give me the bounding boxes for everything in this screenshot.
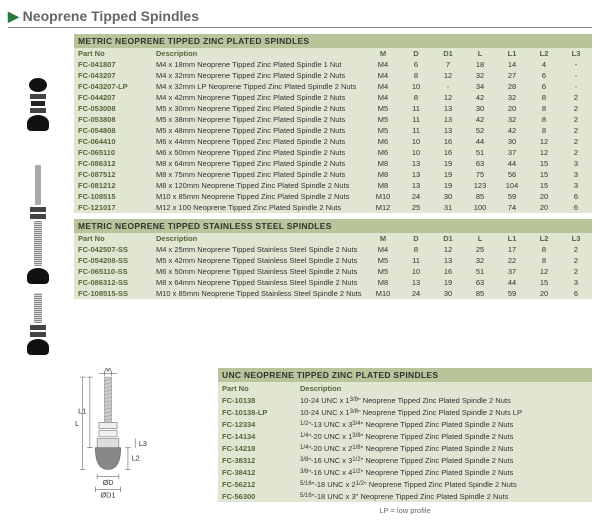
dimension-diagram: M L L1 L2 L3 ØD — [8, 368, 208, 515]
spindle-illus-2 — [8, 164, 68, 284]
table-row: FC-081212M8 x 120mm Neoprene Tipped Zinc… — [74, 180, 592, 191]
col-header: D — [400, 233, 432, 244]
section1-table: Part NoDescriptionMDD1LL1L2L3FC-041807M4… — [74, 48, 592, 213]
svg-text:L3: L3 — [139, 439, 147, 448]
col-header: Part No — [218, 382, 296, 394]
table-row: FC-142181/4"-20 UNC x 21/8" Neoprene Tip… — [218, 442, 592, 454]
col-header: L — [464, 48, 496, 59]
table-row: FC-384123/8"-16 UNC x 41/2" Neoprene Tip… — [218, 466, 592, 478]
svg-text:ØD1: ØD1 — [101, 491, 116, 500]
col-header: L2 — [528, 233, 560, 244]
col-header: Description — [152, 48, 366, 59]
col-header: L1 — [496, 48, 528, 59]
col-header: L3 — [560, 233, 592, 244]
table-row: FC-064410M6 x 44mm Neoprene Tipped Zinc … — [74, 136, 592, 147]
col-header: L — [464, 233, 496, 244]
col-header: D1 — [432, 233, 464, 244]
table-row: FC-044207M4 x 42mm Neoprene Tipped Zinc … — [74, 92, 592, 103]
col-header: L1 — [496, 233, 528, 244]
table-row: FC-042507-SSM4 x 25mm Neoprene Tipped St… — [74, 244, 592, 255]
table-row: FC-123341/2"-13 UNC x 33/4" Neoprene Tip… — [218, 418, 592, 430]
page-title: ▶ Neoprene Tipped Spindles — [8, 8, 592, 28]
unc-title: UNC NEOPRENE TIPPED ZINC PLATED SPINDLES — [218, 368, 592, 382]
col-header: M — [366, 233, 400, 244]
table-row: FC-1013810-24 UNC x 13/8" Neoprene Tippe… — [218, 394, 592, 406]
col-header: Description — [152, 233, 366, 244]
col-header: D1 — [432, 48, 464, 59]
table-row: FC-087512M8 x 75mm Neoprene Tipped Zinc … — [74, 169, 592, 180]
table-row: FC-053808M5 x 38mm Neoprene Tipped Zinc … — [74, 114, 592, 125]
svg-text:L: L — [75, 419, 79, 428]
col-header: L2 — [528, 48, 560, 59]
svg-text:L2: L2 — [132, 453, 140, 462]
table-row: FC-053008M5 x 30mm Neoprene Tipped Zinc … — [74, 103, 592, 114]
section2-table: Part NoDescriptionMDD1LL1L2L3FC-042507-S… — [74, 233, 592, 299]
table-row: FC-562125/16"-18 UNC x 21/2" Neoprene Ti… — [218, 478, 592, 490]
col-header: M — [366, 48, 400, 59]
col-header: D — [400, 48, 432, 59]
table-row: FC-563005/16"-18 UNC x 3" Neoprene Tippe… — [218, 490, 592, 502]
svg-text:M: M — [105, 368, 111, 374]
table-row: FC-054808M5 x 48mm Neoprene Tipped Zinc … — [74, 125, 592, 136]
section2-title: METRIC NEOPRENE TIPPED STAINLESS STEEL S… — [74, 219, 592, 233]
table-row: FC-086312-SSM8 x 64mm Neoprene Tipped St… — [74, 277, 592, 288]
col-header: L3 — [560, 48, 592, 59]
col-header: Part No — [74, 233, 152, 244]
table-row: FC-383123/8"-16 UNC x 31/2" Neoprene Tip… — [218, 454, 592, 466]
table-row: FC-043207-LPM4 x 32mm LP Neoprene Tipped… — [74, 81, 592, 92]
lp-note: LP = low profile — [218, 506, 592, 515]
spindle-illus-3 — [8, 284, 68, 364]
title-text: Neoprene Tipped Spindles — [23, 8, 199, 24]
product-illustrations — [8, 34, 68, 364]
table-row: FC-065110-SSM6 x 50mm Neoprene Tipped St… — [74, 266, 592, 277]
unc-table: Part NoDescriptionFC-1013810-24 UNC x 13… — [218, 382, 592, 502]
table-row: FC-054208-SSM5 x 42mm Neoprene Tipped St… — [74, 255, 592, 266]
table-row: FC-121017M12 x 100 Neoprene Tipped Zinc … — [74, 202, 592, 213]
table-row: FC-108515M10 x 85mm Neoprene Tipped Zinc… — [74, 191, 592, 202]
table-row: FC-065110M6 x 50mm Neoprene Tipped Zinc … — [74, 147, 592, 158]
table-row: FC-043207M4 x 32mm Neoprene Tipped Zinc … — [74, 70, 592, 81]
title-arrow: ▶ — [8, 8, 19, 24]
col-header: Description — [296, 382, 592, 394]
spindle-illus-1 — [8, 44, 68, 164]
table-row: FC-108515-SSM10 x 85mm Neoprene Tipped S… — [74, 288, 592, 299]
table-row: FC-10138-LP10-24 UNC x 13/8" Neoprene Ti… — [218, 406, 592, 418]
table-row: FC-086312M8 x 64mm Neoprene Tipped Zinc … — [74, 158, 592, 169]
col-header: Part No — [74, 48, 152, 59]
table-row: FC-041807M4 x 18mm Neoprene Tipped Zinc … — [74, 59, 592, 70]
table-row: FC-141341/4"-20 UNC x 13/8" Neoprene Tip… — [218, 430, 592, 442]
svg-text:L1: L1 — [78, 406, 86, 415]
svg-text:ØD: ØD — [103, 478, 114, 487]
section1-title: METRIC NEOPRENE TIPPED ZINC PLATED SPIND… — [74, 34, 592, 48]
